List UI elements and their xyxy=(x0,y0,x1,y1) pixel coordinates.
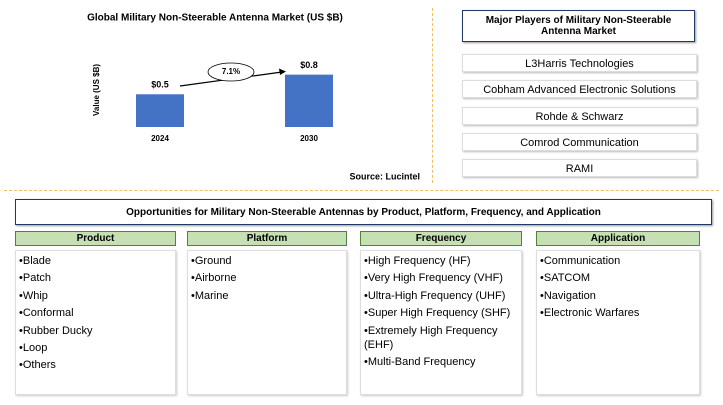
player-item: RAMI xyxy=(462,159,697,177)
list-item: High Frequency (HF) xyxy=(364,254,518,268)
player-item: Comrod Communication xyxy=(462,133,697,151)
x-tick-label: 2024 xyxy=(151,134,169,143)
list-item: Communication xyxy=(540,254,696,268)
source: Source: Lucintel xyxy=(349,171,420,181)
list-item: Conformal xyxy=(19,306,172,320)
list-item: SATCOM xyxy=(540,271,696,285)
list-item: Blade xyxy=(19,254,172,268)
list-item: Loop xyxy=(19,341,172,355)
chart: Global Military Non-Steerable Antenna Ma… xyxy=(87,13,420,182)
list-item: Electronic Warfares xyxy=(540,306,696,320)
list-item: Patch xyxy=(19,271,172,285)
player-item: L3Harris Technologies xyxy=(462,54,697,72)
list-item: Rubber Ducky xyxy=(19,324,172,338)
divider xyxy=(432,8,433,183)
cagr-label: 7.1% xyxy=(222,67,240,76)
column-list: High Frequency (HF) Very High Frequency (… xyxy=(360,250,522,395)
list-item: Ground xyxy=(191,254,343,268)
list-item: Ultra-High Frequency (UHF) xyxy=(364,289,518,303)
column-header: Product xyxy=(15,231,176,246)
column-header: Frequency xyxy=(360,231,522,246)
list-item: Others xyxy=(19,358,172,372)
list-item: Airborne xyxy=(191,271,343,285)
bar xyxy=(285,74,333,127)
list-item: Super High Frequency (SHF) xyxy=(364,306,518,320)
arrow-head xyxy=(279,68,286,75)
column-header: Application xyxy=(536,231,700,246)
column-list: Blade Patch Whip Conformal Rubber Ducky Loop O… xyxy=(15,250,176,395)
list-item: Very High Frequency (VHF) xyxy=(364,271,518,285)
player-item: Rohde & Schwarz xyxy=(462,107,697,125)
list-item: Multi-Band Frequency xyxy=(364,355,518,369)
players-title: Major Players of Military Non-Steerable … xyxy=(462,10,695,42)
divider xyxy=(4,190,719,191)
y-axis-label: Value (US $B) xyxy=(92,64,101,116)
player-item: Cobham Advanced Electronic Solutions xyxy=(462,80,697,98)
cagr-bubble xyxy=(207,62,255,82)
x-tick-label: 2030 xyxy=(300,134,318,143)
list-item: Whip xyxy=(19,289,172,303)
list-item: Navigation xyxy=(540,289,696,303)
column-list: Ground Airborne Marine xyxy=(187,250,347,395)
value-label: $0.5 xyxy=(151,80,169,90)
bar xyxy=(136,94,184,127)
column-list: Communication SATCOM Navigation Electronic … xyxy=(536,250,700,395)
column-header: Platform xyxy=(187,231,347,246)
list-item: Extremely High Frequency (EHF) xyxy=(364,324,518,352)
chart-title: Global Military Non-Steerable Antenna Ma… xyxy=(87,13,343,24)
list-item: Marine xyxy=(191,289,343,303)
value-label: $0.8 xyxy=(300,60,318,70)
opportunities-title: Opportunities for Military Non-Steerable… xyxy=(15,199,712,225)
